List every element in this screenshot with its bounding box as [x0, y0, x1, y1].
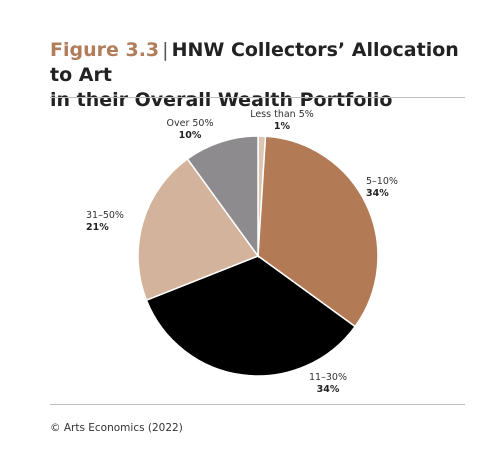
slice-value-0: 1% — [274, 121, 291, 132]
source-note: © Arts Economics (2022) — [50, 422, 183, 434]
title-line-2: in their Overall Wealth Portfolio — [50, 89, 393, 111]
slice-value-2: 34% — [317, 384, 340, 395]
pie-slice-1 — [257, 135, 379, 328]
slice-value-1: 34% — [366, 188, 389, 199]
chart-title: Figure 3.3 | HNW Collectors’ Allocation to… — [50, 38, 470, 113]
pie-slice-4 — [186, 135, 259, 259]
top-divider — [50, 97, 465, 98]
slice-label-2: 11–30% — [309, 372, 347, 383]
slice-value-3: 21% — [86, 222, 109, 233]
slice-label-0: Less than 5% — [250, 109, 314, 120]
title-line-1: HNW Collectors’ Allocation to Art — [50, 39, 459, 86]
title-separator: | — [162, 39, 169, 61]
bottom-divider — [50, 404, 465, 405]
slice-value-4: 10% — [179, 130, 202, 141]
pie-slice-3 — [137, 157, 260, 302]
slice-label-1: 5–10% — [366, 176, 398, 187]
slice-label-3: 31–50% — [86, 210, 124, 221]
figure-label: Figure 3.3 — [50, 39, 160, 61]
slice-label-4: Over 50% — [167, 118, 214, 129]
pie-slice-2 — [145, 255, 357, 377]
